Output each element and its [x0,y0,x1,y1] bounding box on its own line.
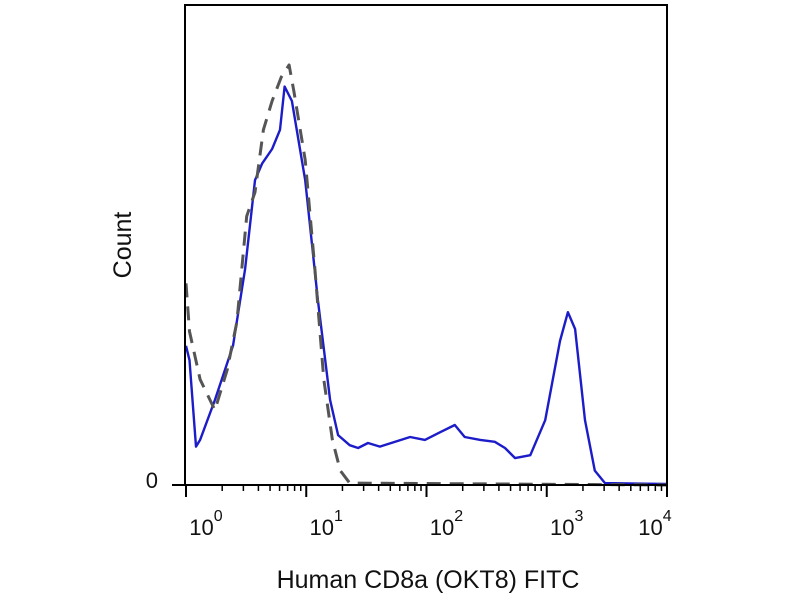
isotype-control-curve [184,63,668,487]
plot-frame [184,4,668,486]
x-tick-label: 103 [550,508,583,540]
x-tick-base: 10 [430,515,454,540]
y-axis-title: Count [109,212,137,279]
x-tick-label: 100 [189,508,222,540]
x-tick-base: 10 [310,515,334,540]
x-tick-base: 10 [189,515,213,540]
series-layer [184,63,668,487]
x-tick-label: 102 [430,508,463,540]
sample-curve [184,85,668,486]
x-tick-exponent: 4 [663,508,672,525]
x-tick-exponent: 0 [214,508,223,525]
x-tick-base: 10 [550,515,574,540]
x-tick-label: 101 [310,508,343,540]
x-axis-title: Human CD8a (OKT8) FITC [277,566,580,594]
x-tick-exponent: 2 [454,508,463,525]
y-tick-label: 0 [146,468,158,493]
x-tick-exponent: 3 [575,508,584,525]
x-tick-label: 104 [638,508,671,540]
x-tick-exponent: 1 [334,508,343,525]
x-tick-base: 10 [638,515,662,540]
x-axis: 100 101 102 103 104 [185,484,672,540]
